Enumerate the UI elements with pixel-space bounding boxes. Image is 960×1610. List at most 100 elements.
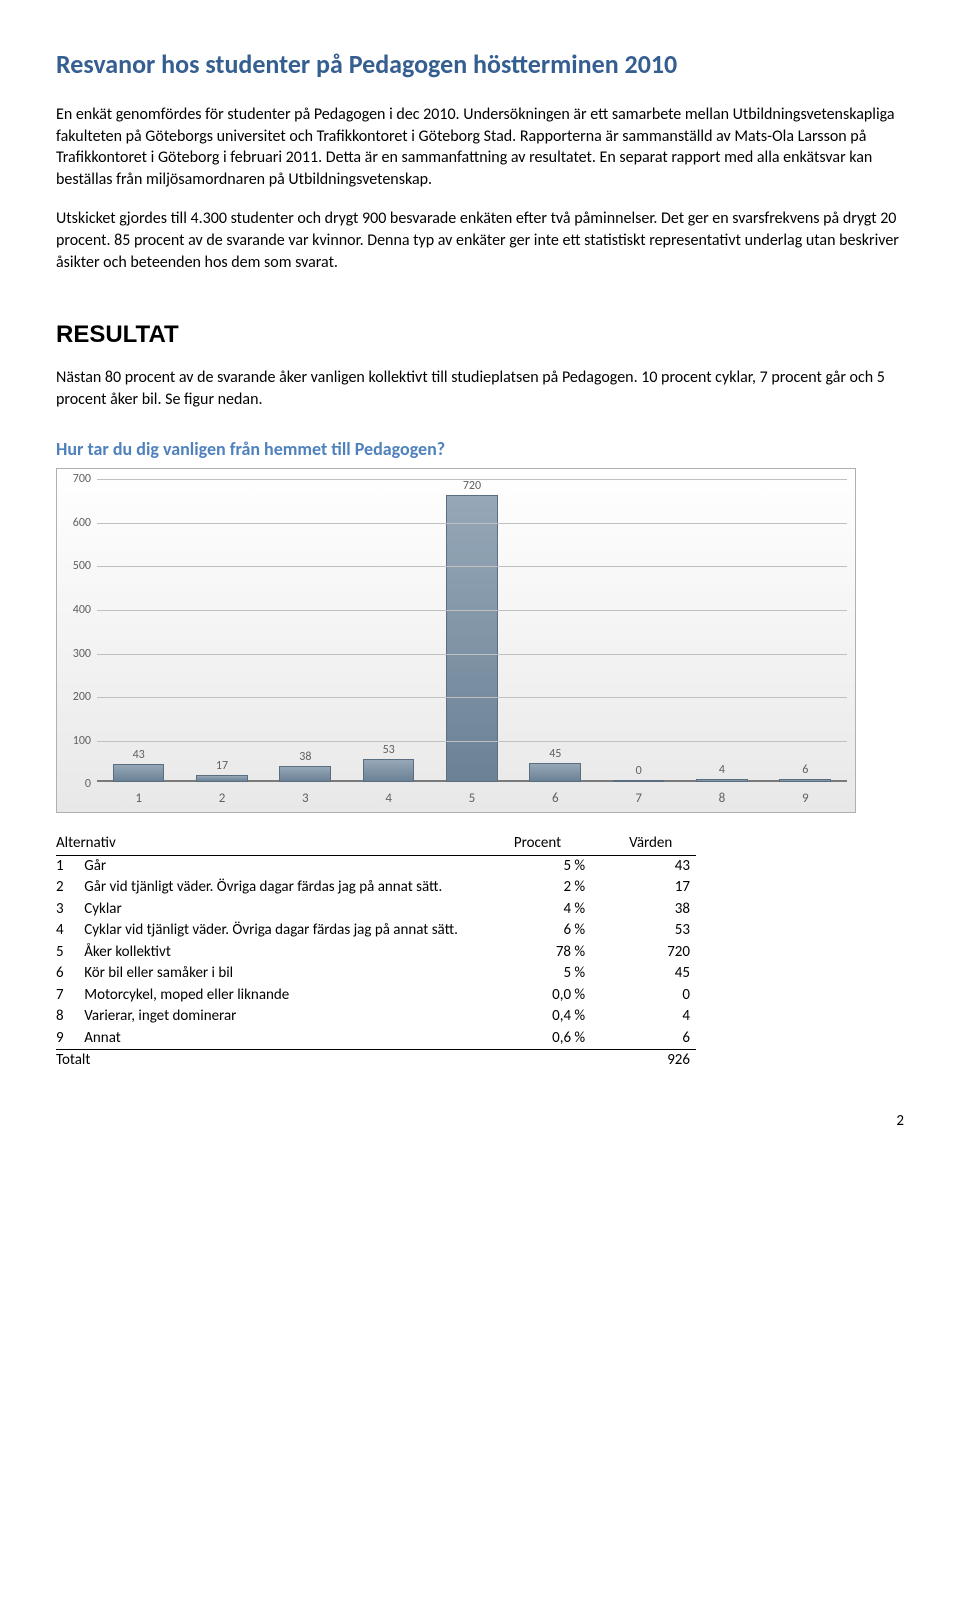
chart-gridline bbox=[97, 610, 847, 611]
total-value: 926 bbox=[609, 1050, 696, 1072]
table-row: 9Annat0,6 %6 bbox=[56, 1028, 696, 1050]
row-percent: 5 % bbox=[474, 963, 609, 985]
resultat-paragraph: Nästan 80 procent av de svarande åker va… bbox=[56, 367, 904, 410]
row-number: 8 bbox=[56, 1006, 84, 1028]
table-total-row: Totalt 926 bbox=[56, 1050, 696, 1072]
chart-bar-value: 720 bbox=[463, 479, 481, 493]
row-value: 4 bbox=[609, 1006, 696, 1028]
chart-bar-col: 53 bbox=[347, 479, 430, 782]
header-procent: Procent bbox=[474, 833, 609, 855]
header-varden: Värden bbox=[609, 833, 696, 855]
chart-bar bbox=[196, 775, 248, 782]
chart-bar-value: 4 bbox=[719, 763, 725, 777]
table-row: 4Cyklar vid tjänligt väder. Övriga dagar… bbox=[56, 920, 696, 942]
row-number: 2 bbox=[56, 877, 84, 899]
row-percent: 0,4 % bbox=[474, 1006, 609, 1028]
chart-bar-col: 17 bbox=[180, 479, 263, 782]
question-heading: Hur tar du dig vanligen från hemmet till… bbox=[56, 438, 904, 460]
chart-bar-col: 720 bbox=[430, 479, 513, 782]
row-label: Varierar, inget dominerar bbox=[84, 1006, 474, 1028]
resultat-heading: RESULTAT bbox=[56, 321, 904, 349]
bar-chart: 4317385372045046 123456789 0100200300400… bbox=[56, 468, 856, 813]
chart-bar bbox=[113, 764, 165, 783]
chart-bar-value: 53 bbox=[383, 743, 395, 757]
chart-bar bbox=[363, 759, 415, 782]
chart-bar-value: 0 bbox=[636, 764, 642, 778]
chart-y-label: 400 bbox=[61, 603, 91, 617]
row-label: Motorcykel, moped eller liknande bbox=[84, 985, 474, 1007]
chart-y-label: 0 bbox=[61, 777, 91, 791]
chart-y-label: 300 bbox=[61, 647, 91, 661]
chart-x-label: 8 bbox=[680, 791, 763, 806]
page-title: Resvanor hos studenter på Pedagogen höst… bbox=[56, 48, 904, 80]
row-label: Åker kollektivt bbox=[84, 942, 474, 964]
chart-y-label: 500 bbox=[61, 559, 91, 573]
chart-x-label: 7 bbox=[597, 791, 680, 806]
table-row: 7Motorcykel, moped eller liknande0,0 %0 bbox=[56, 985, 696, 1007]
chart-bar-col: 38 bbox=[264, 479, 347, 782]
chart-bar bbox=[529, 763, 581, 783]
row-value: 43 bbox=[609, 855, 696, 877]
chart-bar-value: 38 bbox=[299, 750, 311, 764]
row-percent: 4 % bbox=[474, 899, 609, 921]
chart-bar-value: 43 bbox=[133, 748, 145, 762]
row-value: 6 bbox=[609, 1028, 696, 1050]
row-percent: 2 % bbox=[474, 877, 609, 899]
page-number: 2 bbox=[56, 1112, 904, 1130]
chart-gridline bbox=[97, 566, 847, 567]
chart-bar-col: 4 bbox=[680, 479, 763, 782]
chart-bar bbox=[279, 766, 331, 783]
results-table: Alternativ Procent Värden 1Går5 %432Går … bbox=[56, 833, 696, 1072]
table-row: 2Går vid tjänligt väder. Övriga dagar fä… bbox=[56, 877, 696, 899]
intro-paragraph-2: Utskicket gjordes till 4.300 studenter o… bbox=[56, 208, 904, 273]
row-value: 53 bbox=[609, 920, 696, 942]
row-number: 7 bbox=[56, 985, 84, 1007]
row-number: 1 bbox=[56, 855, 84, 877]
chart-x-label: 9 bbox=[764, 791, 847, 806]
row-value: 0 bbox=[609, 985, 696, 1007]
row-value: 38 bbox=[609, 899, 696, 921]
total-label: Totalt bbox=[56, 1050, 474, 1072]
chart-gridline bbox=[97, 654, 847, 655]
row-percent: 6 % bbox=[474, 920, 609, 942]
chart-bar bbox=[446, 495, 498, 782]
chart-bar bbox=[613, 780, 665, 782]
table-row: 3Cyklar4 %38 bbox=[56, 899, 696, 921]
row-value: 17 bbox=[609, 877, 696, 899]
chart-bar bbox=[779, 779, 831, 782]
table-row: 1Går5 %43 bbox=[56, 855, 696, 877]
chart-gridline bbox=[97, 479, 847, 480]
row-label: Annat bbox=[84, 1028, 474, 1050]
chart-x-label: 5 bbox=[430, 791, 513, 806]
chart-bar-value: 45 bbox=[549, 747, 561, 761]
row-number: 4 bbox=[56, 920, 84, 942]
chart-bars: 43 17 38 53 720 45 0 4 6 bbox=[97, 479, 847, 782]
chart-gridline bbox=[97, 741, 847, 742]
row-value: 45 bbox=[609, 963, 696, 985]
row-percent: 0,0 % bbox=[474, 985, 609, 1007]
row-label: Cyklar vid tjänligt väder. Övriga dagar … bbox=[84, 920, 474, 942]
row-label: Går vid tjänligt väder. Övriga dagar fär… bbox=[84, 877, 474, 899]
chart-x-label: 4 bbox=[347, 791, 430, 806]
row-percent: 5 % bbox=[474, 855, 609, 877]
row-percent: 0,6 % bbox=[474, 1028, 609, 1050]
total-percent bbox=[474, 1050, 609, 1072]
chart-y-label: 200 bbox=[61, 690, 91, 704]
row-number: 5 bbox=[56, 942, 84, 964]
row-label: Går bbox=[84, 855, 474, 877]
row-number: 3 bbox=[56, 899, 84, 921]
row-number: 6 bbox=[56, 963, 84, 985]
chart-y-label: 600 bbox=[61, 516, 91, 530]
chart-x-label: 1 bbox=[97, 791, 180, 806]
table-row: 6Kör bil eller samåker i bil5 %45 bbox=[56, 963, 696, 985]
chart-bar bbox=[696, 779, 748, 782]
chart-gridline bbox=[97, 697, 847, 698]
chart-y-label: 700 bbox=[61, 472, 91, 486]
table-row: 5Åker kollektivt78 %720 bbox=[56, 942, 696, 964]
chart-bar-col: 6 bbox=[764, 479, 847, 782]
row-percent: 78 % bbox=[474, 942, 609, 964]
row-number: 9 bbox=[56, 1028, 84, 1050]
header-alternativ: Alternativ bbox=[56, 833, 474, 855]
chart-bar-col: 0 bbox=[597, 479, 680, 782]
chart-bar-col: 43 bbox=[97, 479, 180, 782]
